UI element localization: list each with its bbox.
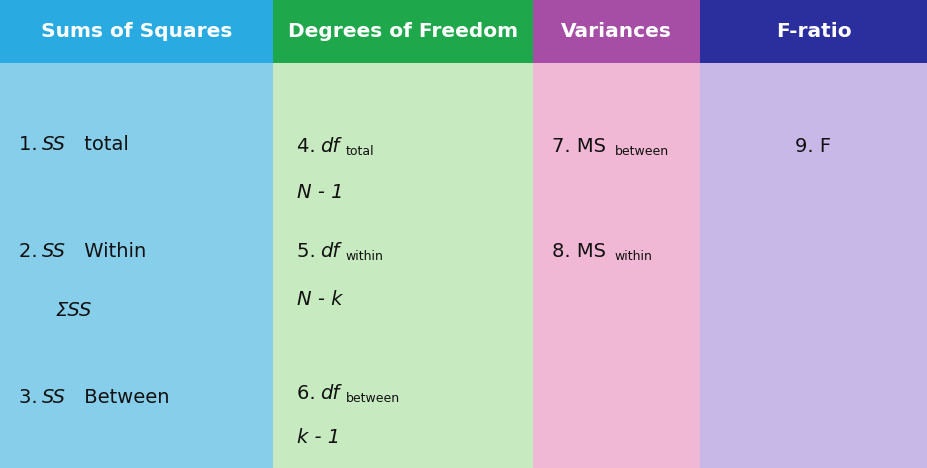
Text: SS: SS xyxy=(42,242,66,261)
Text: SS: SS xyxy=(42,135,66,154)
Text: N - k: N - k xyxy=(297,291,342,309)
Bar xyxy=(533,63,700,468)
Text: 7. MS: 7. MS xyxy=(552,137,605,156)
Text: ΣSS: ΣSS xyxy=(56,300,92,320)
Text: k - 1: k - 1 xyxy=(297,428,340,447)
Text: between: between xyxy=(346,392,400,405)
Text: F-ratio: F-ratio xyxy=(776,22,851,41)
Bar xyxy=(273,0,533,63)
Text: 3.: 3. xyxy=(19,388,44,407)
Text: Variances: Variances xyxy=(561,22,672,41)
Text: df: df xyxy=(320,242,339,261)
Text: df: df xyxy=(320,137,339,156)
Text: 2.: 2. xyxy=(19,242,44,261)
Text: between: between xyxy=(615,145,668,158)
Text: total: total xyxy=(78,135,129,154)
Text: Between: Between xyxy=(78,388,170,407)
Text: 9. F: 9. F xyxy=(795,137,832,156)
Bar xyxy=(273,63,533,468)
Text: 5.: 5. xyxy=(297,242,322,261)
Text: 4.: 4. xyxy=(297,137,322,156)
Text: Sums of Squares: Sums of Squares xyxy=(41,22,233,41)
Text: within: within xyxy=(615,250,653,263)
Text: 8. MS: 8. MS xyxy=(552,242,605,261)
Bar xyxy=(0,0,273,63)
Text: Degrees of Freedom: Degrees of Freedom xyxy=(288,22,518,41)
Text: total: total xyxy=(346,145,375,158)
Text: 1.: 1. xyxy=(19,135,44,154)
Text: 6.: 6. xyxy=(297,384,322,402)
Bar xyxy=(0,63,273,468)
Text: df: df xyxy=(320,384,339,402)
Bar xyxy=(533,0,700,63)
Bar xyxy=(700,63,927,468)
Text: SS: SS xyxy=(42,388,66,407)
Text: N - 1: N - 1 xyxy=(297,183,343,202)
Bar xyxy=(700,0,927,63)
Text: within: within xyxy=(346,250,384,263)
Text: Within: Within xyxy=(78,242,146,261)
